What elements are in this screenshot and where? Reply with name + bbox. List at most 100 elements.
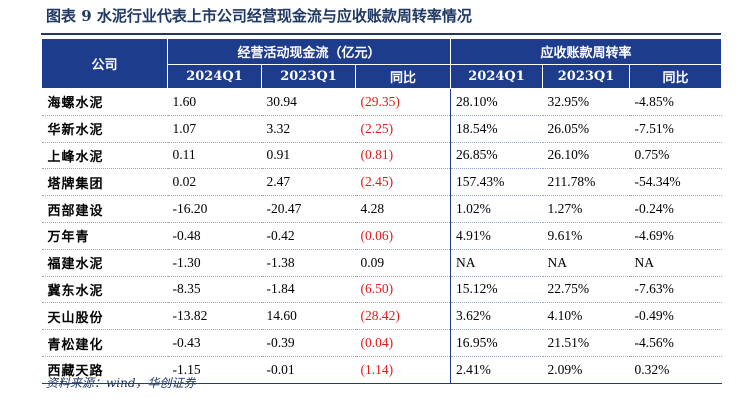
turnover-2024q1-cell: 157.43%	[450, 168, 543, 197]
turnover-2024q1-cell: 16.95%	[450, 329, 543, 357]
turnover-2024q1-cell: 28.10%	[450, 88, 543, 116]
turnover-yoy-cell: 0.75%	[629, 142, 722, 170]
turnover-2023q1-cell: 21.51%	[542, 329, 630, 357]
turnover-2024q1-cell: 2.41%	[450, 356, 543, 384]
turnover-2023q1-cell: 1.27%	[542, 195, 630, 223]
table-row: 青松建化 -0.43 -0.39 (0.04) 16.95% 21.51% -4.56%	[41, 329, 722, 357]
company-name-cell: 西部建设	[41, 195, 168, 223]
cashflow-2024q1-cell: -1.15	[167, 356, 262, 384]
turnover-2023q1-cell: 22.75%	[542, 276, 630, 304]
turnover-2023q1-cell: 4.10%	[542, 302, 630, 331]
turnover-yoy-cell: -4.69%	[629, 222, 722, 250]
table-body: 海螺水泥 1.60 30.94 (29.35) 28.10% 32.95% -4.85% 华新…	[41, 88, 722, 384]
turnover-2023q1-cell: 26.05%	[542, 115, 630, 143]
table-row: 华新水泥 1.07 3.32 (2.25) 18.54% 26.05% -7.51%	[41, 115, 722, 143]
cashflow-2023q1-cell: -0.39	[261, 329, 356, 357]
turnover-2024q1-cell: NA	[450, 249, 543, 277]
table-row: 海螺水泥 1.60 30.94 (29.35) 28.10% 32.95% -4.85%	[41, 88, 722, 116]
table-row: 天山股份 -13.82 14.60 (28.42) 3.62% 4.10% -0.49%	[41, 302, 722, 331]
title-divider	[41, 33, 721, 35]
turnover-2023q1-cell: 32.95%	[542, 88, 630, 116]
company-name-cell: 上峰水泥	[41, 142, 168, 170]
company-name-cell: 万年青	[41, 222, 168, 250]
company-name-cell: 福建水泥	[41, 249, 168, 277]
turnover-yoy-cell: -4.56%	[629, 329, 722, 357]
turnover-2024q1-cell: 15.12%	[450, 276, 543, 304]
turnover-yoy-cell: -54.34%	[629, 168, 722, 197]
turnover-2024q1-cell: 4.91%	[450, 222, 543, 250]
turnover-2023q1-header: 2023Q1	[542, 64, 631, 89]
cashflow-2023q1-cell: 30.94	[261, 88, 356, 116]
turnover-2023q1-cell: 9.61%	[542, 222, 630, 250]
turnover-2023q1-cell: 2.09%	[542, 356, 630, 384]
source-note: 资料来源：wind，华创证券	[46, 376, 196, 390]
cashflow-2023q1-cell: -1.84	[261, 276, 356, 304]
table-row: 万年青 -0.48 -0.42 (0.06) 4.91% 9.61% -4.69%	[41, 222, 722, 250]
turnover-yoy-cell: -0.24%	[629, 195, 722, 223]
cashflow-2024q1-cell: -1.30	[167, 249, 262, 277]
table-row: 西藏天路 -1.15 -0.01 (1.14) 2.41% 2.09% 0.32%	[41, 356, 722, 384]
cashflow-yoy-cell: (6.50)	[355, 276, 451, 304]
company-name-cell: 华新水泥	[41, 115, 168, 143]
figure-title: 图表 9 水泥行业代表上市公司经营现金流与应收账款周转率情况	[46, 7, 472, 25]
cashflow-2024q1-cell: -8.35	[167, 276, 262, 304]
turnover-yoy-cell: -4.85%	[629, 88, 722, 116]
table-row: 冀东水泥 -8.35 -1.84 (6.50) 15.12% 22.75% -7.63%	[41, 276, 722, 304]
turnover-2024q1-cell: 1.02%	[450, 195, 543, 223]
cement-companies-table: 公司 经营活动现金流（亿元） 应收账款周转率 2024Q1 2023Q1 同比 …	[41, 38, 723, 384]
cashflow-2023q1-cell: 2.47	[261, 168, 356, 197]
turnover-yoy-cell: -7.51%	[629, 115, 722, 143]
table-row: 福建水泥 -1.30 -1.38 0.09 NA NA NA	[41, 249, 722, 277]
cashflow-2024q1-cell: -16.20	[167, 195, 262, 223]
cashflow-yoy-cell: (1.14)	[355, 356, 451, 384]
company-name-cell: 海螺水泥	[41, 88, 168, 116]
cashflow-2023q1-cell: -1.38	[261, 249, 356, 277]
turnover-yoy-cell: -0.49%	[629, 302, 722, 331]
cashflow-yoy-cell: 4.28	[355, 195, 451, 223]
company-name-cell: 塔牌集团	[41, 168, 168, 197]
company-name-cell: 天山股份	[41, 302, 168, 331]
cashflow-yoy-cell: (29.35)	[355, 88, 451, 116]
cashflow-yoy-cell: (0.04)	[355, 329, 451, 357]
cashflow-2023q1-cell: -20.47	[261, 195, 356, 223]
cashflow-yoy-cell: (0.06)	[355, 222, 451, 250]
cashflow-group-header: 经营活动现金流（亿元）	[166, 38, 452, 65]
company-name-cell: 青松建化	[41, 329, 168, 357]
cashflow-2023q1-cell: -0.42	[261, 222, 356, 250]
turnover-yoy-cell: -7.63%	[629, 276, 722, 304]
turnover-2024q1-cell: 18.54%	[450, 115, 543, 143]
cashflow-2024q1-cell: 1.07	[167, 115, 262, 143]
cashflow-2023q1-cell: 3.32	[261, 115, 356, 143]
cashflow-yoy-cell: (28.42)	[355, 302, 451, 331]
cashflow-2024q1-cell: 0.11	[167, 142, 262, 170]
cashflow-yoy-cell: (2.45)	[355, 168, 451, 197]
cashflow-2024q1-cell: 0.02	[167, 168, 262, 197]
turnover-yoy-header: 同比	[629, 64, 723, 89]
turnover-2023q1-cell: NA	[542, 249, 630, 277]
cashflow-2023q1-cell: -0.01	[261, 356, 356, 384]
turnover-2024q1-cell: 26.85%	[450, 142, 543, 170]
cashflow-yoy-cell: (2.25)	[355, 115, 451, 143]
company-name-cell: 西藏天路	[41, 356, 168, 384]
company-column-header: 公司	[41, 38, 168, 89]
cashflow-2023q1-cell: 0.91	[261, 142, 356, 170]
turnover-2023q1-cell: 211.78%	[542, 168, 630, 197]
table-row: 塔牌集团 0.02 2.47 (2.45) 157.43% 211.78% -54.34%	[41, 168, 722, 197]
cashflow-2023q1-cell: 14.60	[261, 302, 356, 331]
turnover-yoy-cell: NA	[629, 249, 722, 277]
cashflow-2024q1-cell: -0.48	[167, 222, 262, 250]
cashflow-2024q1-header: 2024Q1	[167, 64, 262, 89]
table-row: 西部建设 -16.20 -20.47 4.28 1.02% 1.27% -0.24%	[41, 195, 722, 223]
receivable-turnover-group-header: 应收账款周转率	[450, 38, 723, 65]
cashflow-yoy-cell: (0.81)	[355, 142, 451, 170]
cashflow-2024q1-cell: -13.82	[167, 302, 262, 331]
cashflow-2023q1-header: 2023Q1	[261, 64, 356, 89]
turnover-yoy-cell: 0.32%	[629, 356, 722, 384]
turnover-2024q1-header: 2024Q1	[450, 64, 544, 89]
cashflow-yoy-header: 同比	[354, 64, 452, 89]
cashflow-2024q1-cell: -0.43	[167, 329, 262, 357]
turnover-2023q1-cell: 26.10%	[542, 142, 630, 170]
cashflow-2024q1-cell: 1.60	[167, 88, 262, 116]
company-name-cell: 冀东水泥	[41, 276, 168, 304]
turnover-2024q1-cell: 3.62%	[450, 302, 543, 331]
